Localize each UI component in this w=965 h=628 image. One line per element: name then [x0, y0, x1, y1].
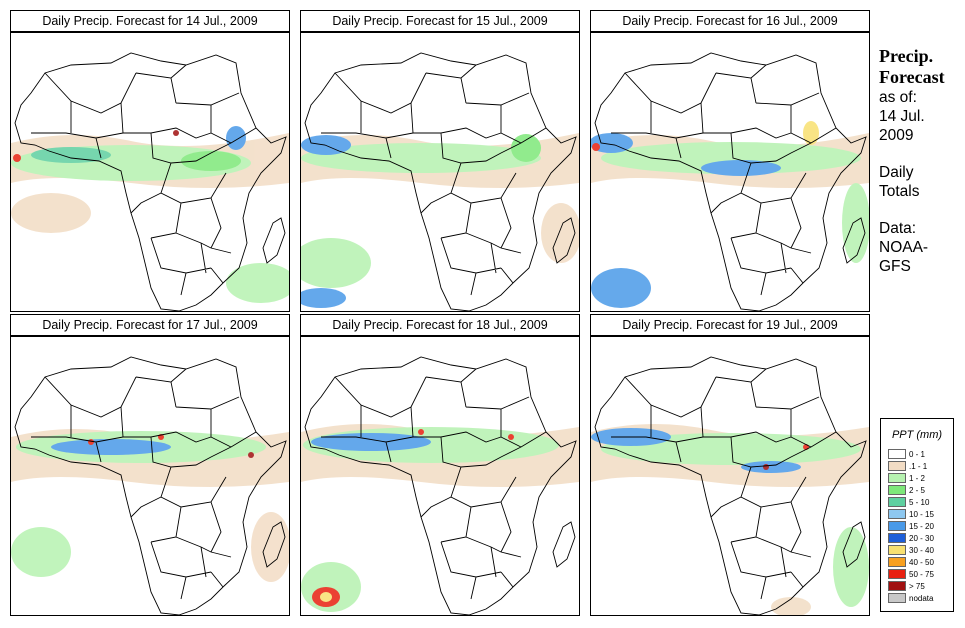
legend-swatch — [888, 557, 906, 567]
legend-label: 30 - 40 — [909, 546, 934, 555]
precip-map — [300, 336, 580, 616]
panel-title: Daily Precip. Forecast for 16 Jul., 2009 — [590, 10, 870, 32]
forecast-panel-3: Daily Precip. Forecast for 16 Jul., 2009 — [590, 10, 870, 312]
legend-swatch — [888, 521, 906, 531]
africa-map — [591, 52, 869, 311]
legend-label: 2 - 5 — [909, 486, 926, 495]
info-heading-2: Forecast — [879, 67, 945, 87]
panel-title: Daily Precip. Forecast for 19 Jul., 2009 — [590, 314, 870, 336]
africa-map — [301, 52, 579, 311]
forecast-info: Precip. Forecast as of: 14 Jul. 2009 Dai… — [879, 46, 965, 276]
forecast-panel-4: Daily Precip. Forecast for 17 Jul., 2009 — [10, 314, 290, 616]
legend-item: 2 - 5 — [888, 485, 925, 496]
info-asof-2: 14 Jul. — [879, 108, 925, 125]
legend-swatch — [888, 461, 906, 471]
info-data-2: NOAA- — [879, 239, 929, 256]
info-asof-1: as of: — [879, 89, 917, 106]
legend-swatch — [888, 449, 906, 459]
legend-swatch — [888, 593, 906, 603]
legend-item: .1 - 1 — [888, 461, 927, 472]
forecast-panel-1: Daily Precip. Forecast for 14 Jul., 2009 — [10, 10, 290, 312]
africa-map — [11, 52, 289, 311]
legend-label: > 75 — [909, 582, 925, 591]
legend-label: 0 - 1 — [909, 450, 926, 459]
legend-label: 1 - 2 — [909, 474, 926, 483]
legend-label: 10 - 15 — [909, 510, 934, 519]
info-asof-3: 2009 — [879, 127, 914, 144]
panel-title: Daily Precip. Forecast for 17 Jul., 2009 — [10, 314, 290, 336]
legend-item: 40 - 50 — [888, 557, 934, 568]
legend-item: nodata — [888, 593, 933, 604]
legend-item: 20 - 30 — [888, 533, 934, 544]
legend-label: 50 - 75 — [909, 570, 934, 579]
africa-map — [11, 356, 289, 615]
panel-title: Daily Precip. Forecast for 15 Jul., 2009 — [300, 10, 580, 32]
precip-map — [10, 336, 290, 616]
legend-item: 50 - 75 — [888, 569, 934, 580]
legend-swatch — [888, 497, 906, 507]
legend-label: 15 - 20 — [909, 522, 934, 531]
legend-label: .1 - 1 — [909, 462, 928, 471]
forecast-panel-2: Daily Precip. Forecast for 15 Jul., 2009 — [300, 10, 580, 312]
info-totals-2: Totals — [879, 183, 920, 200]
legend-swatch — [888, 509, 906, 519]
legend-label: 5 - 10 — [909, 498, 930, 507]
legend-swatch — [888, 473, 906, 483]
legend-item: 0 - 1 — [888, 449, 925, 460]
precip-map — [590, 336, 870, 616]
legend-item: 15 - 20 — [888, 521, 934, 532]
legend-label: 20 - 30 — [909, 534, 934, 543]
africa-map — [591, 356, 869, 615]
info-heading-1: Precip. — [879, 46, 934, 66]
precip-map — [590, 32, 870, 312]
info-data-1: Data: — [879, 220, 917, 237]
legend-swatch — [888, 569, 906, 579]
info-data-3: GFS — [879, 258, 911, 275]
legend-item: 30 - 40 — [888, 545, 934, 556]
info-totals-1: Daily — [879, 164, 914, 181]
legend-label: 40 - 50 — [909, 558, 934, 567]
legend-swatch — [888, 545, 906, 555]
africa-map — [301, 356, 579, 615]
legend-label: nodata — [909, 594, 934, 603]
legend-swatch — [888, 581, 906, 591]
legend-swatch — [888, 485, 906, 495]
precip-legend: PPT (mm) 0 - 1 .1 - 1 1 - 2 2 - 5 5 - 10 10 -… — [880, 418, 954, 612]
precip-map — [10, 32, 290, 312]
panel-title: Daily Precip. Forecast for 18 Jul., 2009 — [300, 314, 580, 336]
legend-title: PPT (mm) — [891, 429, 943, 441]
legend-item: 10 - 15 — [888, 509, 934, 520]
precip-map — [300, 32, 580, 312]
legend-swatch — [888, 533, 906, 543]
legend-item: > 75 — [888, 581, 925, 592]
panel-title: Daily Precip. Forecast for 14 Jul., 2009 — [10, 10, 290, 32]
legend-item: 5 - 10 — [888, 497, 929, 508]
forecast-panel-5: Daily Precip. Forecast for 18 Jul., 2009 — [300, 314, 580, 616]
forecast-panel-6: Daily Precip. Forecast for 19 Jul., 2009 — [590, 314, 870, 616]
legend-item: 1 - 2 — [888, 473, 925, 484]
